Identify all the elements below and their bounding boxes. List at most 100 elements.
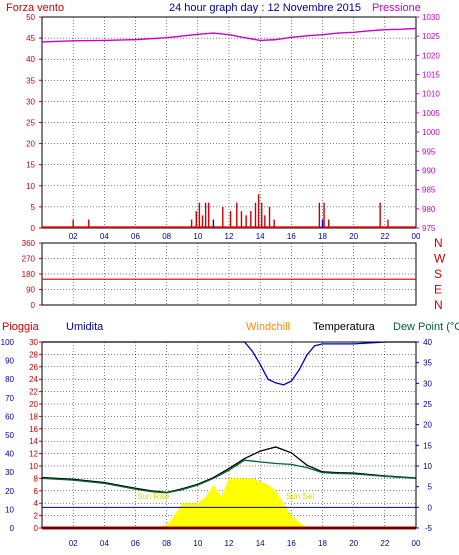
wind-tick-label: 40 <box>26 55 35 64</box>
rain-tick-label: 26 <box>29 363 38 372</box>
humidity-tick-label: 80 <box>5 375 14 384</box>
wind-pressure-grid <box>42 16 417 229</box>
humidity-tick-label: 100 <box>1 338 15 347</box>
time-tick-label: 08 <box>162 232 171 241</box>
temperature-line <box>41 446 417 494</box>
humidity-tick-label: 50 <box>5 431 14 440</box>
pressure-tick-label: 990 <box>422 166 436 175</box>
wind-tick-label: 25 <box>26 119 35 128</box>
time-tick-label: 14 <box>256 232 265 241</box>
compass-label: N <box>434 298 443 312</box>
time-tick-label: 06 <box>131 232 140 241</box>
humidity-tick-label: 40 <box>5 450 14 459</box>
humidity-tick-label: 20 <box>5 487 14 496</box>
temperature-tick-label: -5 <box>425 524 433 533</box>
wind-tick-label: 15 <box>26 161 35 170</box>
time-tick-label: 00 <box>412 539 421 548</box>
sunset-label: Sun Set <box>286 492 315 501</box>
rain-tick-label: 20 <box>29 400 38 409</box>
time-tick-label: 18 <box>318 539 327 548</box>
wind-tick-label: 5 <box>31 203 36 212</box>
pressure-line <box>41 27 417 43</box>
time-tick-label: 10 <box>193 539 202 548</box>
time-tick-label: 16 <box>287 232 296 241</box>
time-tick-label: 20 <box>349 232 358 241</box>
temperature-tick-label: 20 <box>423 421 432 430</box>
rain-tick-label: 14 <box>29 437 38 446</box>
direction-tick-label: 360 <box>22 239 36 248</box>
time-tick-label: 02 <box>69 539 78 548</box>
temperature-tick-label: 40 <box>423 338 432 347</box>
legend-windchill: Windchill <box>246 321 290 333</box>
rain-tick-label: 18 <box>29 412 38 421</box>
rain-tick-label: 16 <box>29 425 38 434</box>
time-tick-label: 16 <box>287 539 296 548</box>
rain-tick-label: 22 <box>29 388 38 397</box>
humidity-tick-label: 90 <box>5 357 14 366</box>
wind-tick-label: 10 <box>26 182 35 191</box>
rain-tick-label: 4 <box>34 499 39 508</box>
sunshine-area <box>154 478 307 528</box>
temperature-tick-label: 15 <box>423 441 432 450</box>
rain-tick-label: 0 <box>34 524 39 533</box>
temperature-tick-label: 0 <box>428 503 433 512</box>
temperature-tick-label: 25 <box>423 400 432 409</box>
rain-tick-label: 28 <box>29 350 38 359</box>
wind-tick-label: 45 <box>26 34 35 43</box>
humidity-tick-label: 70 <box>5 394 14 403</box>
time-tick-label: 10 <box>193 232 202 241</box>
time-tick-label: 22 <box>380 232 389 241</box>
rain-tick-label: 10 <box>29 462 38 471</box>
chart-title: 24 hour graph day : 12 Novembre 2015 <box>169 2 361 14</box>
rain-tick-label: 12 <box>29 450 38 459</box>
rain-tick-label: 8 <box>34 474 39 483</box>
wind-speed-axis: 0 5 10 15 20 25 30 35 40 45 50 <box>26 13 42 233</box>
time-tick-label: 14 <box>256 539 265 548</box>
pressure-tick-label: 1030 <box>422 13 440 22</box>
time-tick-label: 04 <box>100 539 109 548</box>
time-tick-label: 18 <box>318 232 327 241</box>
humidity-tick-label: 30 <box>5 468 14 477</box>
legend-rain: Pioggia <box>2 321 40 333</box>
time-tick-label: 12 <box>225 539 234 548</box>
humidity-temperature-frame <box>41 341 417 529</box>
pressure-tick-label: 1020 <box>422 51 440 60</box>
pressure-tick-label: 1005 <box>422 109 440 118</box>
humidity-axis: 0 10 20 30 40 50 60 70 80 90 100 <box>1 338 15 533</box>
pressure-tick-label: 985 <box>422 186 436 195</box>
direction-tick-label: 0 <box>31 301 36 310</box>
pressure-axis: 975 980 985 990 995 1000 1005 1010 1015 1020 1025 1… <box>416 13 440 233</box>
pressure-tick-label: 1010 <box>422 90 440 99</box>
wind-direction-axis: 0 90 180 270 360 <box>22 239 42 310</box>
wind-tick-label: 0 <box>31 224 36 233</box>
wind-tick-label: 20 <box>26 140 35 149</box>
temperature-tick-label: 35 <box>423 359 432 368</box>
pressure-axis-label: Pressione <box>372 2 421 14</box>
time-axis-bottom: 02 04 06 08 10 12 14 16 18 20 22 00 <box>69 539 421 548</box>
pressure-tick-label: 1025 <box>422 32 440 41</box>
compass-label: E <box>434 283 442 297</box>
humidity-tick-label: 10 <box>5 505 14 514</box>
time-tick-label: 00 <box>412 232 421 241</box>
time-tick-label: 06 <box>131 539 140 548</box>
compass-label: N <box>434 236 443 250</box>
temperature-tick-label: 30 <box>423 379 432 388</box>
temperature-tick-label: 5 <box>428 483 433 492</box>
wind-axis-label: Forza vento <box>6 2 64 14</box>
humidity-tick-label: 60 <box>5 412 14 421</box>
temperature-tick-label: 10 <box>423 462 432 471</box>
pressure-tick-label: 1015 <box>422 71 440 80</box>
pressure-tick-label: 980 <box>422 205 436 214</box>
rain-tick-label: 30 <box>29 338 38 347</box>
compass-label: S <box>434 267 442 281</box>
legend-row: Pioggia Umidita Windchill Temperatura De… <box>2 321 459 333</box>
legend-dew-point: Dew Point (°C <box>393 321 459 333</box>
direction-tick-label: 270 <box>22 255 36 264</box>
time-tick-label: 22 <box>380 539 389 548</box>
